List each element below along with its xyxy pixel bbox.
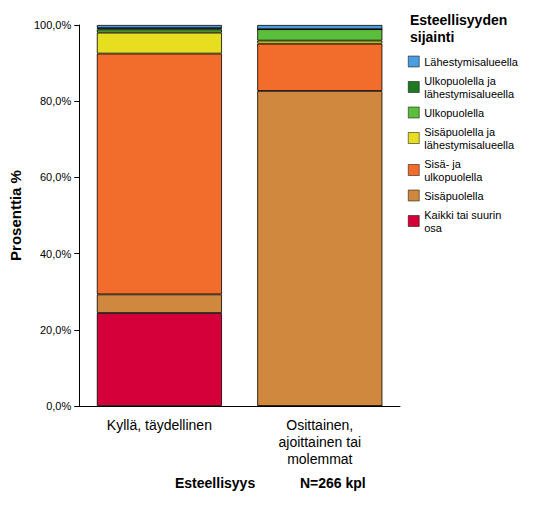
svg-text:80,0%: 80,0% (40, 95, 71, 107)
svg-text:100,0%: 100,0% (34, 19, 72, 31)
svg-text:60,0%: 60,0% (40, 171, 71, 183)
svg-text:Kaikki tai suurin: Kaikki tai suurin (424, 209, 501, 221)
svg-text:Sisäpuolella ja: Sisäpuolella ja (424, 126, 496, 138)
svg-text:lähestymisalueella: lähestymisalueella (424, 139, 515, 151)
svg-text:Osittainen,: Osittainen, (286, 417, 353, 433)
svg-text:ajoittainen tai: ajoittainen tai (279, 434, 362, 450)
svg-text:40,0%: 40,0% (40, 248, 71, 260)
svg-text:0,0%: 0,0% (46, 400, 71, 412)
svg-text:Sisä- ja: Sisä- ja (424, 158, 462, 170)
svg-text:Esteellisyys: Esteellisyys (175, 475, 255, 491)
svg-text:20,0%: 20,0% (40, 324, 71, 336)
svg-text:Kyllä, täydellinen: Kyllä, täydellinen (107, 417, 212, 433)
svg-text:Esteellisyyden: Esteellisyyden (410, 12, 507, 28)
svg-text:Sisäpuolella: Sisäpuolella (424, 190, 484, 202)
svg-text:N=266 kpl: N=266 kpl (300, 475, 366, 491)
svg-text:Ulkopuolella ja: Ulkopuolella ja (424, 75, 496, 87)
svg-text:Ulkopuolella: Ulkopuolella (424, 107, 485, 119)
svg-text:Lähestymisalueella: Lähestymisalueella (424, 56, 518, 68)
svg-text:molemmat: molemmat (287, 451, 352, 467)
svg-text:osa: osa (424, 222, 443, 234)
svg-text:sijainti: sijainti (410, 29, 454, 45)
svg-text:lähestymisalueella: lähestymisalueella (424, 88, 515, 100)
svg-text:Prosenttia %: Prosenttia % (7, 170, 24, 261)
svg-text:ulkopuolella: ulkopuolella (424, 171, 483, 183)
